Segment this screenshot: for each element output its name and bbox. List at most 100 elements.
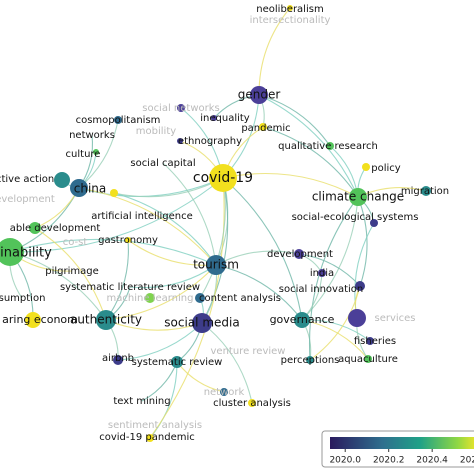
edge <box>162 162 217 266</box>
color-legend: 2020.0 2020.2 2020.4 2020.6 <box>329 449 474 466</box>
node-label: ective action <box>0 174 54 185</box>
node-label: social capital <box>130 158 195 169</box>
edge <box>201 177 229 324</box>
edge <box>301 196 359 321</box>
node <box>206 255 226 275</box>
legend-tick-label: 2020.4 <box>416 456 448 466</box>
node <box>145 293 155 303</box>
node-label: social media <box>164 316 239 330</box>
node-label: cosmopolitanism <box>76 115 161 126</box>
node <box>421 186 431 196</box>
node-label: covid-19 <box>193 170 253 186</box>
node <box>195 293 205 303</box>
node-label: content analysis <box>199 293 281 304</box>
node-label: governance <box>270 313 335 326</box>
node-label: co-st <box>63 237 88 248</box>
node-label: social networks <box>142 103 220 114</box>
edge <box>222 177 303 321</box>
edge <box>357 196 368 287</box>
node-label: inequality <box>200 113 250 124</box>
edge <box>258 94 331 147</box>
node-label: cluster analysis <box>213 398 291 409</box>
legend-tick-label: 2020.0 <box>329 456 361 466</box>
node-label: tourism <box>193 258 239 272</box>
node <box>306 356 314 364</box>
node-label: gender <box>238 88 281 102</box>
node-label: fisheries <box>354 336 396 347</box>
node <box>25 312 41 328</box>
node <box>113 355 123 365</box>
node <box>355 281 365 291</box>
node-label: systematic literature review <box>60 282 200 293</box>
edge <box>222 172 359 198</box>
node <box>114 116 122 124</box>
node-label: india <box>310 268 334 279</box>
edge <box>309 285 361 361</box>
nodes <box>0 5 431 442</box>
edge <box>199 177 226 299</box>
node-label: migration <box>401 186 449 197</box>
legend-tick-label: 2020.2 <box>373 456 405 466</box>
node-label: gastronomy <box>98 235 158 246</box>
node-label: systematic review <box>132 357 223 368</box>
node <box>220 388 228 396</box>
node-label: pilgrimage <box>45 266 99 277</box>
node <box>110 189 118 197</box>
node-label: aring econom <box>2 313 78 326</box>
node-label: covid-19 pandemic <box>99 432 195 443</box>
node <box>93 149 99 155</box>
edge <box>258 94 359 198</box>
node <box>348 309 366 327</box>
node-label: text mining <box>113 396 170 407</box>
edge <box>262 126 359 198</box>
node-label: social-ecological systems <box>292 212 419 223</box>
node-label: perceptions <box>281 355 340 366</box>
node <box>287 5 293 11</box>
node-label: social innovation <box>279 284 363 295</box>
node <box>0 238 24 266</box>
node <box>294 249 304 259</box>
node <box>318 269 326 277</box>
edge <box>105 319 203 331</box>
node-label: venture review <box>211 346 286 357</box>
node <box>125 237 131 243</box>
node-label: services <box>374 313 415 324</box>
node <box>364 355 372 363</box>
node-label: culture <box>66 149 101 160</box>
node <box>70 179 88 197</box>
node <box>349 188 367 206</box>
node <box>192 313 212 333</box>
node <box>54 172 70 188</box>
edge <box>34 227 107 321</box>
node-label: climate change <box>312 190 404 204</box>
node-label: development <box>267 249 333 260</box>
node <box>29 222 41 234</box>
node <box>326 142 334 150</box>
node <box>171 356 183 368</box>
node <box>177 104 185 112</box>
node <box>146 434 154 442</box>
node-label: neoliberalism <box>256 4 323 15</box>
node-label: aquaculture <box>338 354 398 365</box>
node <box>177 138 183 144</box>
node <box>96 310 116 330</box>
node <box>248 399 256 407</box>
node-label: airbnb <box>102 353 134 364</box>
node-label: artificial intelligence <box>91 211 193 222</box>
legend-tick-label: 2020.6 <box>460 456 474 466</box>
node <box>209 164 237 192</box>
node-label: pandemic <box>241 123 290 134</box>
node <box>370 219 378 227</box>
node-label: sentiment analysis <box>108 420 202 431</box>
edge <box>78 187 217 266</box>
node-label: ethnography <box>178 136 242 147</box>
edge <box>9 177 224 253</box>
edge <box>258 7 291 96</box>
edge <box>78 177 224 197</box>
edge <box>113 192 217 266</box>
node-label: mobility <box>136 126 176 137</box>
node <box>362 163 370 171</box>
node-label: evelopment <box>0 194 55 205</box>
